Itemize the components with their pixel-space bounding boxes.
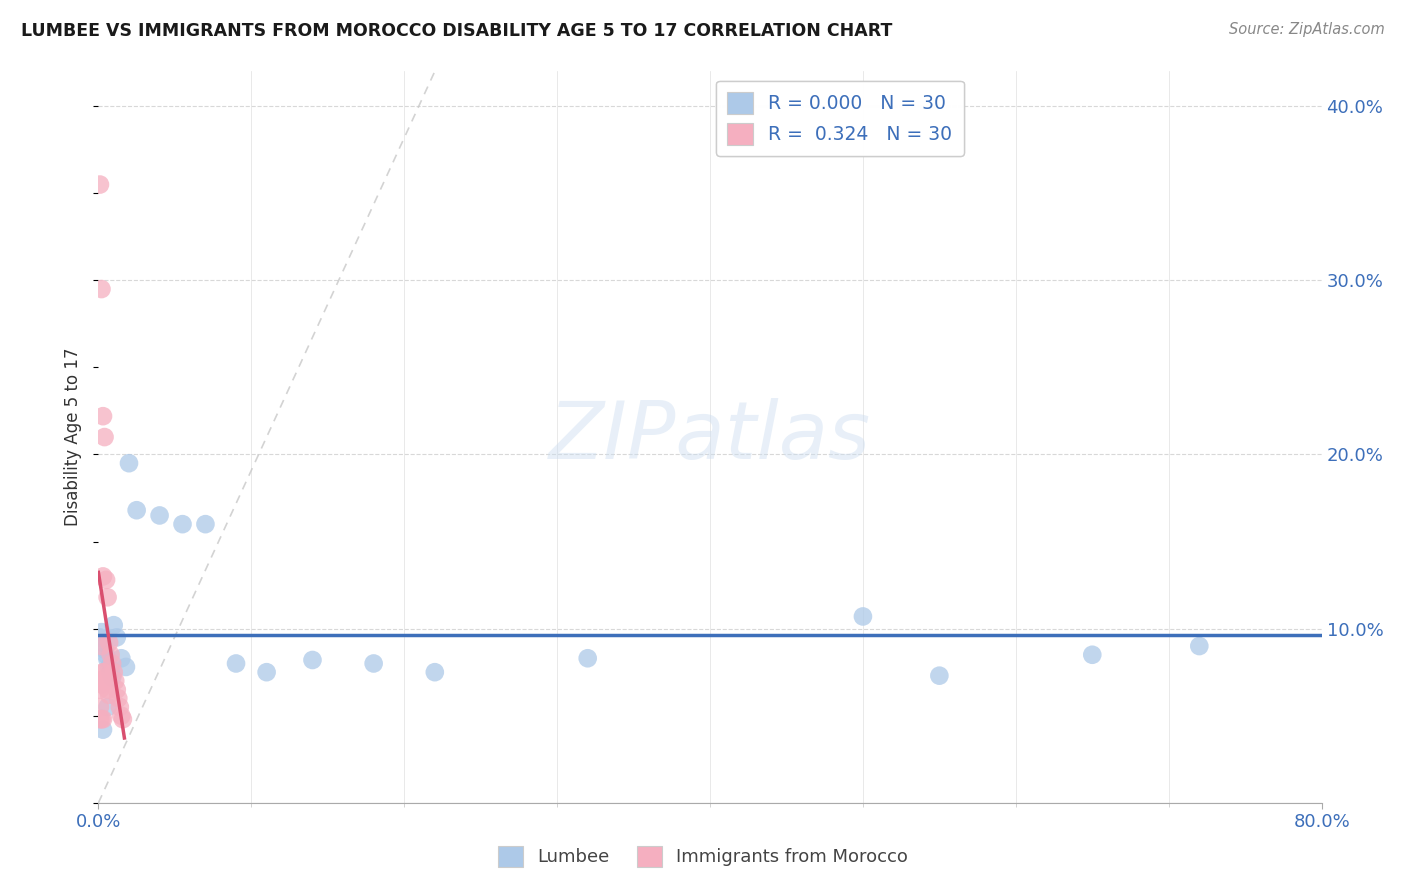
Point bbox=[94, 648, 117, 662]
Point bbox=[94, 573, 117, 587]
Point bbox=[91, 712, 114, 726]
Point bbox=[97, 700, 120, 714]
Point bbox=[93, 665, 115, 680]
Text: LUMBEE VS IMMIGRANTS FROM MOROCCO DISABILITY AGE 5 TO 17 CORRELATION CHART: LUMBEE VS IMMIGRANTS FROM MOROCCO DISABI… bbox=[21, 22, 893, 40]
Point bbox=[118, 456, 141, 470]
Point bbox=[576, 651, 599, 665]
Point bbox=[101, 670, 124, 684]
Point bbox=[107, 691, 129, 706]
Point bbox=[108, 700, 131, 714]
Point bbox=[363, 657, 385, 671]
Legend: Lumbee, Immigrants from Morocco: Lumbee, Immigrants from Morocco bbox=[491, 838, 915, 874]
Point bbox=[97, 653, 120, 667]
Point bbox=[93, 642, 115, 657]
Point bbox=[89, 673, 111, 688]
Point bbox=[100, 665, 122, 680]
Point bbox=[115, 660, 138, 674]
Text: ZIPatlas: ZIPatlas bbox=[548, 398, 872, 476]
Point bbox=[105, 682, 128, 697]
Point bbox=[100, 648, 122, 662]
Legend: R = 0.000   N = 30, R =  0.324   N = 30: R = 0.000 N = 30, R = 0.324 N = 30 bbox=[716, 81, 963, 156]
Point bbox=[91, 569, 114, 583]
Point bbox=[90, 625, 112, 640]
Point bbox=[225, 657, 247, 671]
Point bbox=[89, 178, 111, 192]
Point bbox=[98, 660, 121, 674]
Point bbox=[94, 670, 117, 684]
Point bbox=[93, 430, 115, 444]
Point bbox=[97, 682, 120, 697]
Point bbox=[89, 712, 111, 726]
Point bbox=[928, 668, 950, 682]
Point bbox=[98, 635, 121, 649]
Point bbox=[90, 282, 112, 296]
Point bbox=[103, 665, 125, 680]
Point bbox=[98, 688, 121, 702]
Point bbox=[149, 508, 172, 523]
Point bbox=[89, 631, 111, 645]
Point bbox=[104, 673, 127, 688]
Point bbox=[89, 700, 111, 714]
Point bbox=[111, 712, 134, 726]
Point bbox=[256, 665, 278, 680]
Point bbox=[91, 665, 114, 680]
Point bbox=[125, 503, 148, 517]
Point bbox=[103, 618, 125, 632]
Point bbox=[91, 409, 114, 424]
Point bbox=[105, 631, 128, 645]
Point bbox=[110, 651, 132, 665]
Point bbox=[91, 723, 114, 737]
Point bbox=[172, 517, 194, 532]
Point bbox=[90, 639, 112, 653]
Y-axis label: Disability Age 5 to 17: Disability Age 5 to 17 bbox=[65, 348, 83, 526]
Point bbox=[90, 712, 112, 726]
Point bbox=[423, 665, 446, 680]
Point bbox=[89, 682, 111, 697]
Point bbox=[852, 609, 875, 624]
Point bbox=[91, 635, 114, 649]
Text: Source: ZipAtlas.com: Source: ZipAtlas.com bbox=[1229, 22, 1385, 37]
Point bbox=[301, 653, 323, 667]
Point bbox=[194, 517, 217, 532]
Point bbox=[110, 708, 132, 723]
Point bbox=[90, 677, 112, 691]
Point bbox=[97, 591, 120, 605]
Point bbox=[1081, 648, 1104, 662]
Point bbox=[1188, 639, 1211, 653]
Point bbox=[101, 657, 124, 671]
